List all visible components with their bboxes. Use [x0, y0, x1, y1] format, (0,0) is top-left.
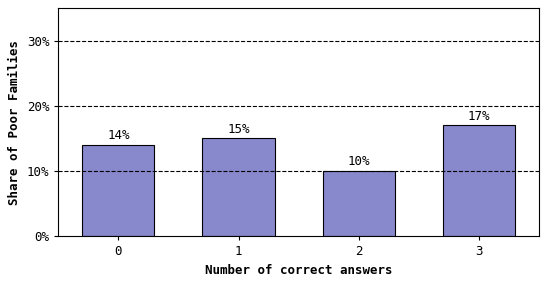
- Y-axis label: Share of Poor Families: Share of Poor Families: [8, 40, 21, 205]
- Bar: [323, 171, 394, 236]
- Bar: [443, 125, 515, 236]
- Bar: [83, 145, 154, 236]
- X-axis label: Number of correct answers: Number of correct answers: [205, 264, 392, 277]
- Text: 15%: 15%: [227, 123, 250, 136]
- Text: 14%: 14%: [107, 129, 130, 142]
- Bar: [202, 139, 275, 236]
- Text: 17%: 17%: [467, 110, 490, 123]
- Text: 10%: 10%: [347, 155, 370, 168]
